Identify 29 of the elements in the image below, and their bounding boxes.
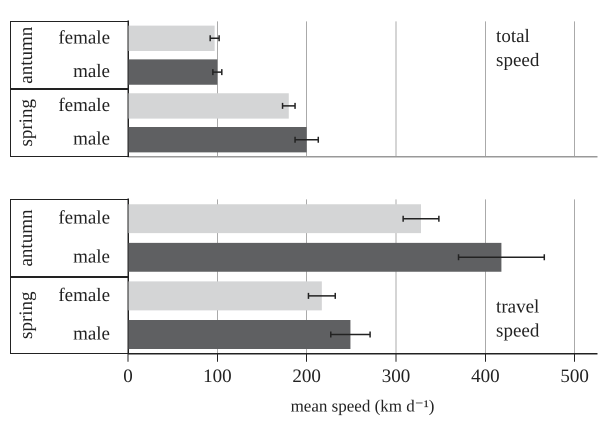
bar	[128, 204, 422, 234]
annotation: total speed	[496, 26, 540, 71]
text: spring	[16, 98, 37, 147]
bar	[128, 281, 322, 310]
bar	[128, 59, 218, 85]
x-tick-label: 300	[382, 366, 410, 388]
y-tick-label: female	[58, 27, 110, 48]
bar	[128, 26, 215, 51]
x-tick-label: 200	[292, 366, 321, 388]
bar	[128, 320, 350, 349]
text: antumn	[16, 209, 37, 266]
text: spring	[16, 290, 37, 339]
y-tick-label: male	[73, 246, 110, 268]
bar	[128, 93, 289, 119]
x-tick-label: 500	[560, 366, 589, 388]
x-tick-label: 400	[471, 366, 500, 388]
annotation: travel speed	[496, 296, 540, 342]
y-tick-label: female	[58, 208, 110, 229]
x-axis-title: mean speed (km d⁻¹)	[290, 396, 434, 416]
bar	[128, 127, 307, 152]
bar	[128, 242, 502, 272]
y-tick-label: female	[58, 284, 110, 306]
text: antumn	[16, 26, 37, 84]
y-tick-label: female	[58, 94, 110, 116]
y-tick-label: male	[73, 323, 110, 344]
x-tick-label: 0	[123, 366, 133, 388]
y-tick-label: male	[73, 61, 110, 82]
x-tick-label: 100	[203, 366, 232, 388]
y-tick-label: male	[73, 128, 110, 150]
